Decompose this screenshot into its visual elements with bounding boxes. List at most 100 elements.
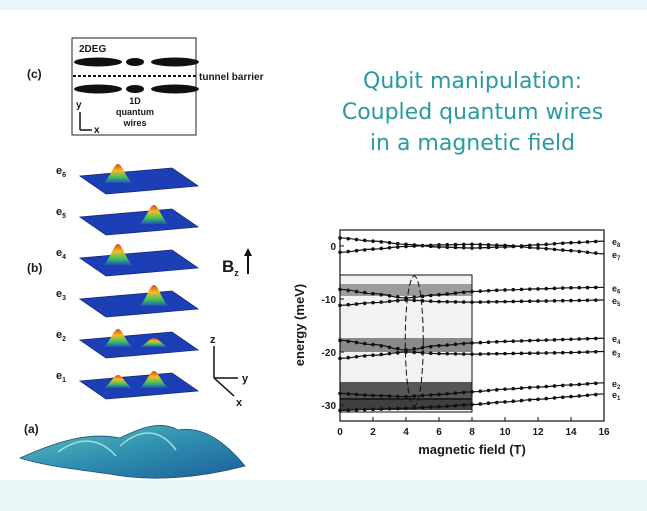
data-point-e6 [387,293,392,298]
data-point-e4 [527,338,532,343]
gate-shape [74,84,122,94]
data-point-e6 [445,292,450,296]
data-point-e3 [445,351,450,356]
data-point-e7 [412,244,417,248]
data-point-e4 [387,345,392,350]
data-point-e7 [437,243,441,247]
data-point-e8 [536,243,540,247]
gate-shape [126,58,144,66]
data-point-e2 [536,385,540,389]
data-point-e4 [511,339,516,343]
data-point-e4 [577,337,582,341]
data-point-e7 [428,243,433,248]
data-point-e1 [511,399,516,404]
data-point-e7 [445,242,450,247]
data-point-e5 [453,300,458,304]
data-point-e2 [511,386,516,391]
data-point-e6 [362,290,367,295]
state-label: e3 [56,288,66,302]
data-point-e6 [536,287,540,291]
data-point-e4 [593,336,598,341]
wires-label-2: quantum [116,107,154,117]
data-point-e4 [552,338,557,342]
data-point-e1 [494,400,499,405]
data-point-e8 [362,238,367,243]
data-point-e7 [486,243,491,247]
data-point-e2 [527,385,532,390]
data-point-e5 [379,300,384,304]
data-point-e1 [379,407,384,411]
data-point-e7 [536,246,540,250]
data-point-e1 [593,392,598,397]
data-point-e7 [338,250,342,255]
x-axis-label: magnetic field (T) [418,442,526,457]
data-point-e6 [503,288,507,292]
data-point-e1 [478,402,483,406]
panel-c-frame [71,37,197,136]
data-point-e3 [593,349,598,354]
wavefunction-peak [104,329,132,347]
data-point-e4 [494,340,499,344]
data-point-e7 [478,242,483,247]
axis-y-label: y [76,100,82,111]
data-point-e1 [519,398,524,403]
data-point-e4 [437,343,441,348]
axis-x3d-label: x [236,397,243,409]
wavefunction-peak [104,375,132,388]
data-point-e7 [494,243,499,247]
panel-a: (a) [18,422,246,479]
data-point-e4 [346,339,351,344]
axis-y3d-label: y [242,373,249,385]
data-point-e7 [346,249,351,254]
gate-shape [126,85,144,93]
wavefunction-peak [140,205,168,224]
data-point-e3 [527,351,532,356]
data-point-e3 [536,351,540,355]
wavefunction-plane [78,208,200,236]
x-tick-label: 12 [532,427,544,438]
data-point-e3 [577,350,582,355]
footer-band [0,480,647,511]
data-point-e1 [346,408,351,412]
data-point-e7 [519,244,524,249]
x-tick-label: 2 [370,427,376,438]
data-point-e5 [437,299,441,304]
state-label: e5 [56,206,66,220]
data-point-e5 [445,299,450,304]
data-point-e7 [552,247,557,252]
data-point-e6 [519,287,524,292]
data-point-e7 [404,244,408,249]
data-point-e5 [511,299,516,304]
panel-b-label: (b) [27,261,42,275]
data-point-e7 [420,243,425,248]
data-point-e7 [379,246,384,251]
data-point-e8 [569,240,573,245]
data-point-e8 [461,245,466,250]
data-point-e3 [503,351,507,356]
data-point-e1 [437,404,441,409]
data-point-e2 [577,382,582,387]
series-label-e6: e6 [612,283,621,295]
wavefunction-peak [140,338,168,347]
state-label: e4 [56,247,66,261]
data-point-e6 [453,291,458,295]
wavefunction-peak [104,244,132,265]
data-point-e3 [404,350,408,354]
data-point-e8 [470,246,474,250]
data-point-e5 [577,298,582,303]
data-point-e2 [519,386,524,390]
data-point-e3 [453,352,458,356]
data-point-e2 [387,394,392,398]
data-point-e1 [552,396,557,400]
x-tick-label: 8 [469,427,475,438]
data-point-e1 [371,407,375,412]
x-ticks: 0 2 4 6 8 10 12 14 16 [337,417,610,438]
data-point-e1 [404,406,408,411]
data-point-e7 [371,247,375,251]
data-point-e3 [428,351,433,356]
slide-title: Qubit manipulation: Coupled quantum wire… [300,66,645,159]
data-point-e2 [395,394,400,399]
potential-landscape [18,425,246,479]
data-point-e2 [593,381,598,386]
title-line-1: Qubit manipulation: [363,69,582,94]
